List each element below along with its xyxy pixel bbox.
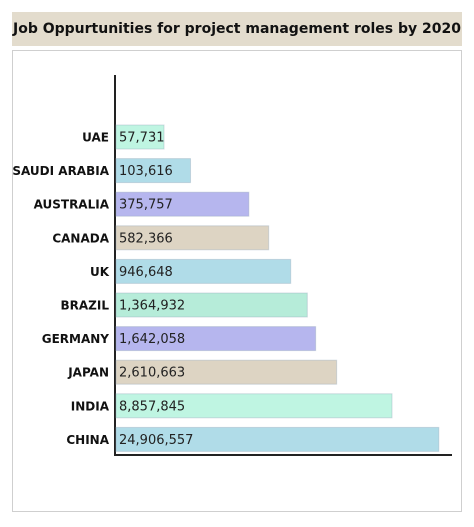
y-tick-label: JAPAN — [67, 366, 109, 380]
y-tick-label: CANADA — [52, 231, 109, 245]
bar — [115, 393, 393, 419]
value-label: 946,648 — [119, 265, 173, 280]
value-label: 375,757 — [119, 198, 173, 213]
y-tick-label: INDIA — [71, 399, 110, 413]
y-tick-label: BRAZIL — [61, 299, 110, 313]
bar — [115, 191, 250, 217]
value-label: 57,731 — [119, 131, 165, 146]
plot-frame — [12, 50, 462, 512]
y-tick-label: GERMANY — [42, 332, 110, 346]
bar — [115, 326, 317, 352]
bar — [115, 258, 292, 284]
bar — [115, 124, 165, 150]
y-tick-label: AUSTRALIA — [34, 198, 110, 212]
bar — [115, 292, 308, 318]
bar — [115, 426, 440, 452]
y-tick-label: SAUDI ARABIA — [12, 164, 109, 178]
y-tick-label: UK — [90, 265, 110, 279]
y-tick-label: UAE — [82, 131, 109, 145]
chart-title: Job Oppurtunities for project management… — [12, 21, 461, 37]
value-label: 103,616 — [119, 164, 173, 179]
y-tick-label: CHINA — [66, 433, 109, 447]
value-label: 582,366 — [119, 231, 173, 246]
bar — [115, 158, 192, 184]
value-label: 1,364,932 — [119, 299, 185, 314]
title-banner — [12, 12, 462, 46]
value-label: 24,906,557 — [119, 433, 193, 448]
value-label: 1,642,058 — [119, 332, 185, 347]
bar — [115, 225, 270, 251]
bar — [115, 359, 338, 385]
value-label: 2,610,663 — [119, 366, 185, 381]
value-label: 8,857,845 — [119, 399, 185, 414]
